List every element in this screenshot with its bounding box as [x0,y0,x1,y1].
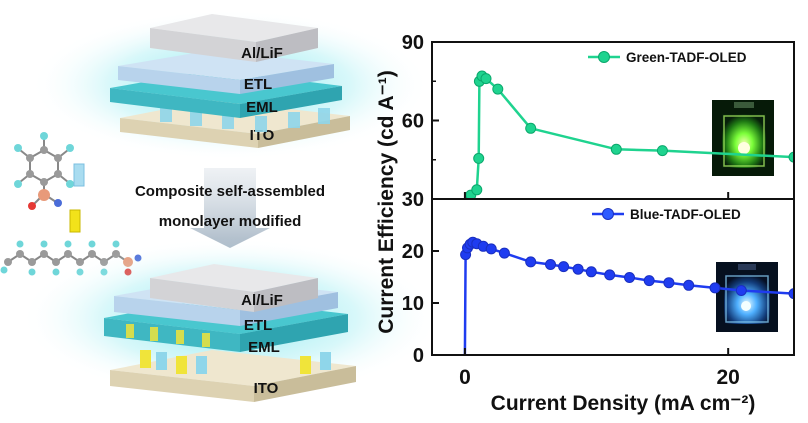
down-arrow-icon [190,168,270,248]
x-tick-label: 0 [459,366,471,389]
green-data-point [525,122,537,134]
bottom-ito-label: ITO [254,380,279,397]
green-data-point [610,143,622,155]
green-data-point [656,145,668,157]
blue-data-point [788,288,794,300]
y-tick-label: 0 [413,345,424,367]
blue-data-point [485,243,497,255]
bottom-ito-front [110,370,254,402]
bottom-device-stack: ITO EML ETL Al/LiF [20,238,440,402]
top-sam-pillars [160,106,330,132]
caption-line-1: Composite self-assembled [135,183,325,200]
axis-ticks: 30 60 90 0 10 20 0 20 [402,32,740,389]
bottom-al-front [150,278,254,312]
blue-block-icon [73,163,85,187]
y-tick-label: 60 [402,111,424,133]
top-device-stack: ITO EML ETL Al/LiF [30,10,430,160]
legend-green: Green-TADF-OLED [588,50,747,65]
legend-blue: Blue-TADF-OLED [592,207,741,222]
bottom-etl-label: ETL [244,317,272,334]
blue-data-point [525,256,537,268]
green-data-point [480,73,492,85]
bottom-al-label: Al/LiF [241,292,283,309]
green-data-point [492,83,504,95]
x-tick-label: 20 [717,366,740,389]
blue-data-point [663,277,675,289]
top-eml-front [110,88,240,118]
device-schematic: ITO EML ETL Al/LiF Compo [0,10,440,402]
top-etl-front [118,66,240,94]
green-series [465,70,794,198]
top-etl-label: ETL [244,76,272,93]
bottom-composite-sam-pillars [140,350,331,374]
legend-marker-blue [602,208,614,220]
top-eml-label: EML [246,99,278,116]
caption-line-2: monolayer modified [159,213,302,230]
top-al-front [150,28,256,62]
green-data-point [473,152,485,164]
y-tick-label: 90 [402,32,424,54]
blue-data-point [683,279,695,291]
blue-data-point [735,285,747,296]
bottom-eml-label: EML [248,339,280,356]
blue-series [460,236,794,355]
legend-marker-green [598,51,610,63]
bottom-etl-front [114,296,240,326]
top-al-label: Al/LiF [241,45,283,62]
y-tick-label: 20 [402,241,424,263]
green-data-point [471,184,483,196]
x-axis-label: Current Density (mA cm⁻²) [491,392,756,415]
yellow-block-icon [69,209,81,233]
blue-data-point [604,269,616,281]
legend-blue-label: Blue-TADF-OLED [630,207,741,222]
blue-data-point [624,272,635,283]
blue-data-point [498,247,510,259]
blue-data-point [709,282,721,294]
green-device-photo [712,100,774,176]
blue-data-point [558,261,570,273]
green-data-point [788,151,794,163]
y-tick-label: 10 [402,293,424,315]
blue-data-point [572,263,584,275]
blue-data-point [643,275,655,287]
blue-data-point [545,259,556,270]
fluorophenyl-molecule-icon [14,132,74,210]
y-tick-label: 30 [402,189,424,211]
y-axis-label: Current Efficiency (cd A⁻¹) [375,70,398,334]
blue-data-point [585,266,597,278]
legend-green-label: Green-TADF-OLED [626,50,747,65]
blue-device-photo [716,262,778,332]
efficiency-chart: 30 60 90 0 10 20 0 20 Green-TADF-OLED Blue-TADF… [375,32,795,415]
